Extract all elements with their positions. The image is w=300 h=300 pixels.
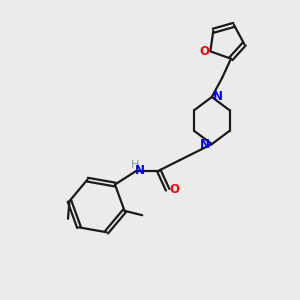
Text: O: O [199, 45, 209, 58]
Text: N: N [213, 91, 223, 103]
Text: H: H [131, 160, 140, 170]
Text: N: N [135, 164, 145, 177]
Text: N: N [200, 138, 210, 151]
Text: O: O [169, 183, 179, 196]
